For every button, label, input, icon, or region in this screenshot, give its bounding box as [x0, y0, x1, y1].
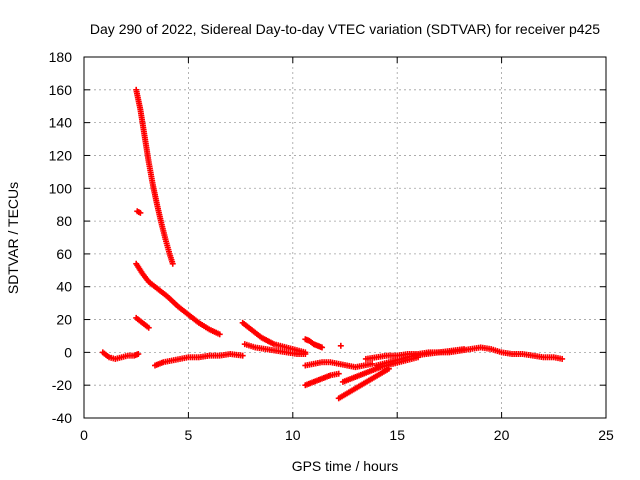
- data-point: [216, 331, 223, 338]
- y-tick-label: 140: [49, 115, 73, 131]
- data-point: [337, 342, 344, 349]
- y-tick-label: 40: [56, 279, 72, 295]
- x-tick-label: 5: [185, 427, 193, 443]
- y-axis-label: SDTVAR / TECUs: [5, 182, 21, 294]
- y-tick-label: -40: [52, 410, 72, 426]
- data-points: [99, 86, 566, 402]
- x-tick-label: 10: [285, 427, 301, 443]
- x-tick-label: 20: [494, 427, 510, 443]
- data-point: [559, 355, 566, 362]
- data-point: [145, 324, 152, 331]
- y-tick-label: 20: [56, 312, 72, 328]
- y-tick-label: 100: [49, 180, 73, 196]
- data-point: [302, 351, 309, 358]
- x-axis-label: GPS time / hours: [292, 458, 399, 474]
- data-point: [369, 360, 376, 367]
- y-tick-label: 80: [56, 213, 72, 229]
- y-tick-label: 120: [49, 147, 73, 163]
- data-point: [239, 352, 246, 359]
- data-point: [137, 209, 144, 216]
- data-point: [135, 351, 142, 358]
- data-point: [319, 344, 326, 351]
- y-tick-label: 180: [49, 49, 73, 65]
- y-tick-label: -20: [52, 377, 72, 393]
- y-tick-label: 160: [49, 82, 73, 98]
- grid: [84, 57, 606, 418]
- data-point: [461, 346, 468, 353]
- axis-ticks: [83, 56, 607, 419]
- data-point: [169, 260, 176, 267]
- x-tick-label: 15: [389, 427, 405, 443]
- chart-title: Day 290 of 2022, Sidereal Day-to-day VTE…: [90, 21, 600, 37]
- x-tick-label: 0: [80, 427, 88, 443]
- y-tick-label: 0: [64, 344, 72, 360]
- x-tick-label: 25: [598, 427, 614, 443]
- y-tick-label: 60: [56, 246, 72, 262]
- plot-frame: [83, 56, 607, 419]
- tick-labels: 0 5 10 15 20 25 -40 -20 0 20 40 60 80 100 120 140 160 180: [49, 49, 614, 443]
- data-point: [335, 370, 342, 377]
